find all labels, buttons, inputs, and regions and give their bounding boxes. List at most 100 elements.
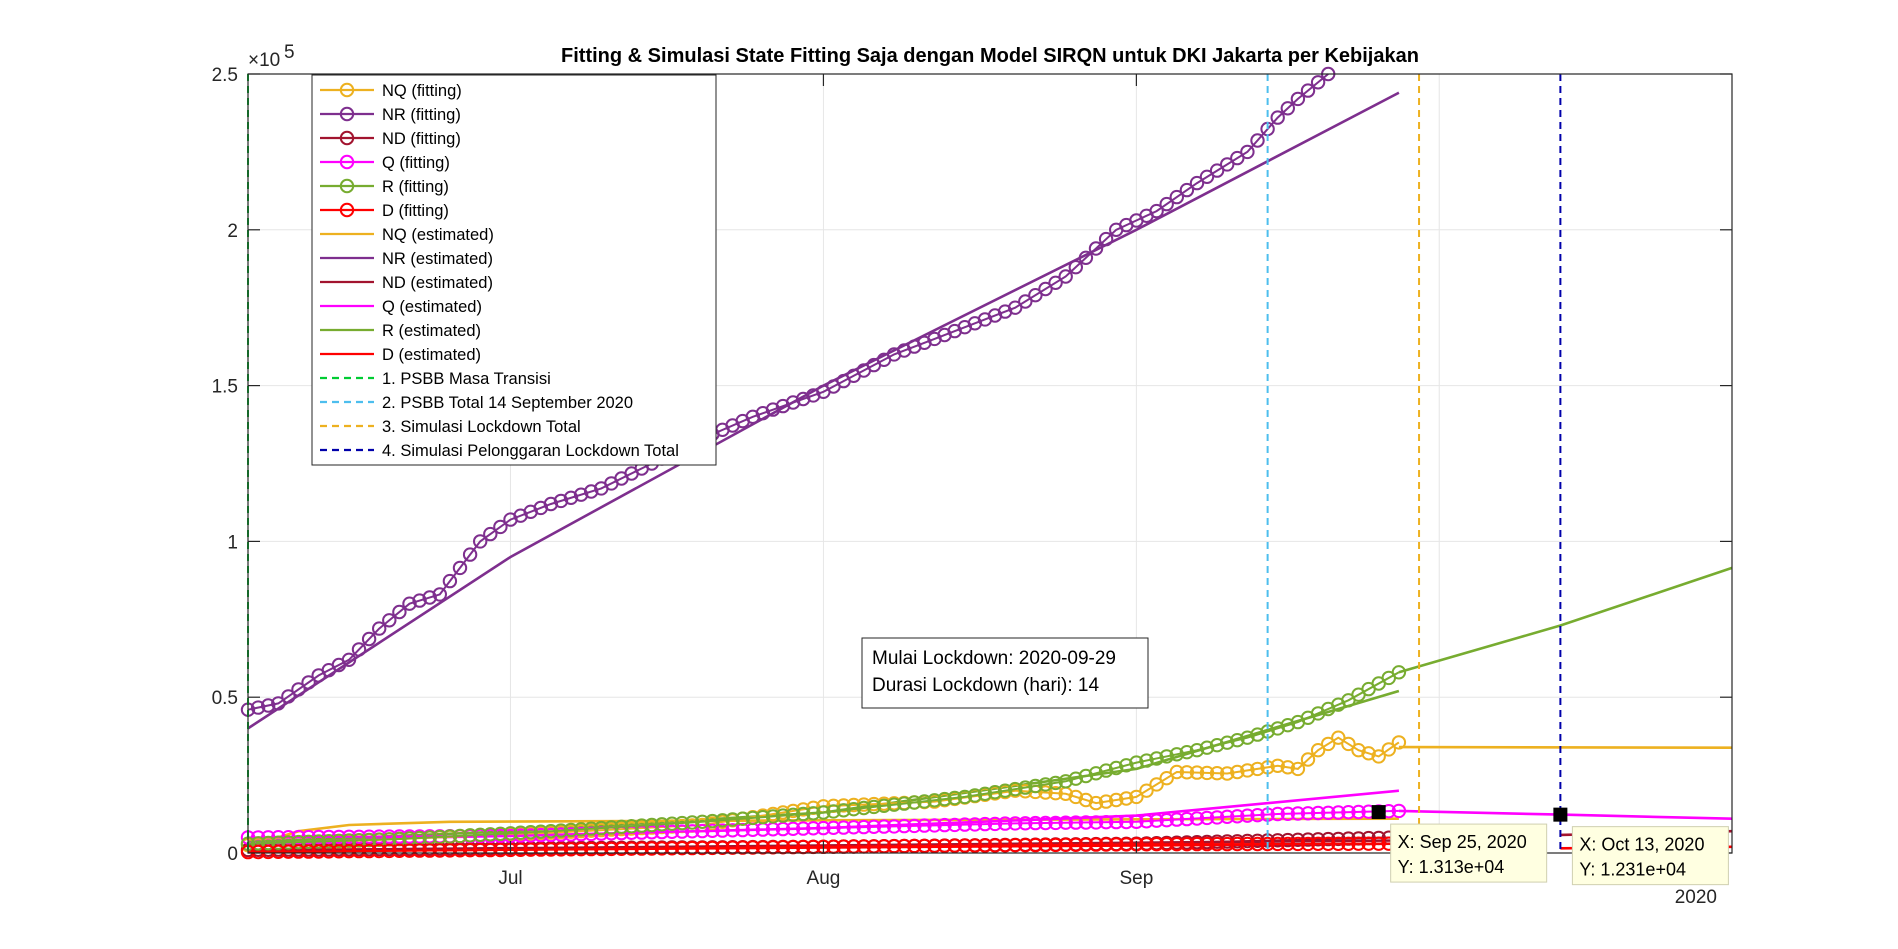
data-point: [856, 819, 871, 835]
data-point: [897, 818, 912, 834]
legend-marker: [339, 154, 355, 170]
data-point: [543, 824, 559, 839]
data-point: [402, 843, 417, 858]
data-point: [886, 797, 902, 812]
legend-item: 2. PSBB Total 14 September 2020: [320, 394, 633, 412]
data-point: [281, 835, 296, 850]
data-point: [927, 818, 942, 833]
data-point: [685, 840, 700, 856]
legend-item: NQ (fitting): [320, 82, 462, 100]
x-tick-label: Jul: [498, 868, 522, 889]
data-point: [664, 816, 680, 831]
data-point: [1220, 157, 1235, 172]
data-point: [1300, 806, 1316, 821]
data-point: [442, 829, 458, 844]
data-point: [1230, 764, 1245, 780]
data-point: [1351, 743, 1366, 758]
data-point: [1068, 771, 1084, 786]
data-point: [483, 827, 498, 842]
data-point: [1129, 755, 1144, 770]
legend-label: NQ (fitting): [382, 82, 462, 100]
data-point: [432, 829, 447, 845]
data-point: [1068, 260, 1084, 275]
data-point: [1139, 814, 1154, 829]
data-point: [624, 819, 639, 834]
data-point: [432, 843, 447, 858]
data-point: [1008, 838, 1023, 853]
data-point: [1119, 814, 1134, 830]
legend-item: 4. Simulasi Pelonggaran Lockdown Total: [320, 442, 679, 460]
data-point: [977, 786, 993, 801]
data-point: [1068, 837, 1084, 852]
data-point: [1331, 730, 1346, 745]
legend-item: NQ (estimated): [320, 226, 494, 244]
legend-label: NR (fitting): [382, 106, 461, 124]
annotation-line: Durasi Lockdown (hari): 14: [872, 675, 1099, 696]
legend-label: 3. Simulasi Lockdown Total: [382, 418, 581, 436]
data-point: [705, 840, 720, 856]
data-point: [462, 547, 478, 562]
data-point: [341, 844, 357, 859]
data-point: [1098, 837, 1114, 852]
data-point: [644, 825, 659, 840]
data-point: [1098, 815, 1114, 830]
data-point: [796, 821, 811, 836]
data-point: [1018, 294, 1033, 309]
data-point: [947, 838, 962, 853]
data-point: [927, 793, 942, 808]
legend-marker: [339, 106, 355, 122]
y-tick-label: 1: [227, 532, 238, 553]
legend-item: NR (estimated): [320, 250, 493, 268]
data-point: [1209, 766, 1225, 781]
data-point: [1179, 811, 1195, 827]
data-point: [1270, 721, 1285, 736]
data-point: [654, 841, 670, 856]
data-point: [1078, 815, 1094, 830]
data-point: [412, 843, 427, 858]
data-point: [271, 696, 286, 711]
data-point: [957, 817, 972, 832]
data-point: [1230, 809, 1245, 824]
data-point: [331, 844, 347, 859]
data-point: [876, 798, 892, 813]
data-point: [715, 840, 730, 855]
data-point: [1018, 780, 1033, 795]
data-point: [1159, 837, 1174, 852]
legend: NQ (fitting) NR (fitting) ND (fitting) Q (f…: [311, 74, 717, 466]
data-point: [372, 621, 387, 636]
data-point: [695, 840, 710, 856]
series-r-fitting-: [240, 665, 1407, 851]
data-point: [997, 838, 1013, 853]
legend-label: Q (estimated): [382, 298, 482, 316]
data-point: [1109, 792, 1124, 808]
data-point: [917, 818, 932, 833]
data-point: [604, 841, 619, 857]
data-point: [473, 827, 488, 842]
x-year-label: 2020: [1675, 887, 1717, 908]
data-point: [1139, 783, 1154, 798]
data-point: [907, 818, 922, 834]
data-point: [1028, 288, 1043, 303]
datatip-box: [1390, 823, 1548, 883]
data-point: [1300, 83, 1316, 98]
data-point: [432, 587, 447, 602]
data-point: [897, 796, 912, 811]
legend-marker: [339, 202, 355, 218]
data-point: [856, 800, 871, 816]
data-point: [775, 808, 791, 823]
data-point: [735, 822, 750, 838]
data-point: [452, 560, 468, 576]
data-point: [412, 593, 427, 608]
data-point: [1119, 837, 1134, 852]
data-point: [1371, 836, 1386, 851]
data-point: [1270, 758, 1285, 773]
data-point: [1048, 815, 1063, 831]
y-exponent-power: 5: [284, 42, 295, 63]
datatip: X: Oct 13, 2020 Y: 1.231e+04: [1553, 807, 1729, 886]
data-point: [250, 836, 266, 851]
series-line-nr-fitting-: [247, 73, 1329, 711]
data-point: [755, 840, 771, 855]
data-point: [1119, 791, 1134, 806]
data-point: [1209, 738, 1225, 753]
data-point: [452, 828, 468, 844]
